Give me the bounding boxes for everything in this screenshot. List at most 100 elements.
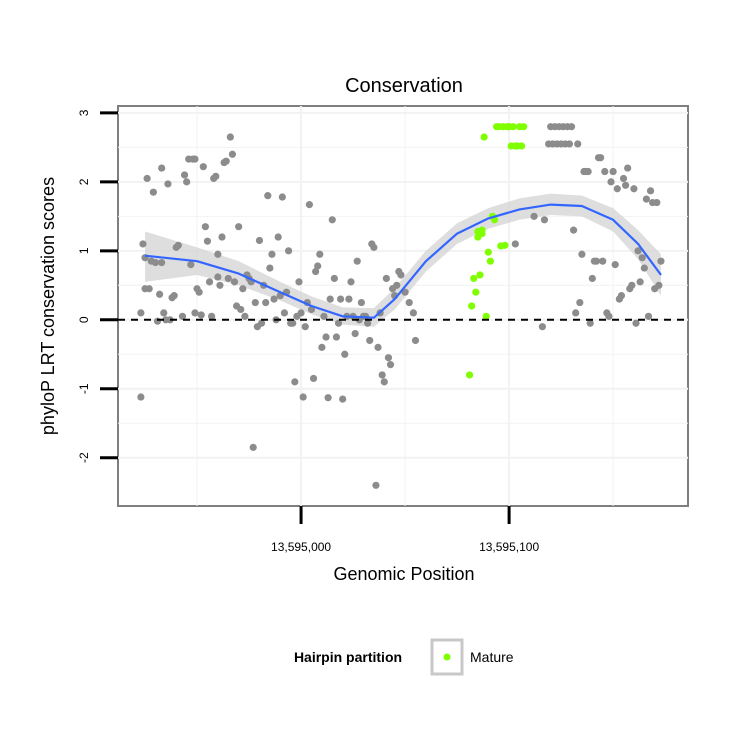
confidence-band [145,193,661,327]
data-point [228,150,237,158]
y-tick-label: -2 [77,452,91,463]
data-point [586,319,594,327]
data-point [295,278,303,286]
smooth-curve [144,203,662,319]
data-point [251,298,259,307]
data-point [370,243,378,251]
data-point [222,157,230,165]
data-point [609,167,617,176]
data-point [153,317,162,325]
data-point [411,336,420,345]
data-point [605,312,613,320]
data-point [309,374,318,383]
mature-point [474,233,482,241]
data-point [237,305,245,314]
mature-point [486,257,494,265]
legend-key [430,638,464,676]
data-point [235,223,243,231]
data-point [636,278,644,286]
data-point [578,250,586,258]
data-point [628,281,636,289]
data-point [170,292,178,300]
y-tick-label: 1 [77,247,91,254]
data-point [569,226,578,234]
data-point [257,319,266,327]
data-point [214,273,222,281]
data-point [655,281,663,289]
smooth-fit-line [144,203,662,319]
data-point [320,312,328,320]
data-point [266,264,274,272]
data-points [137,123,665,489]
mature-point [484,248,492,256]
x-axis-title: Genomic Position [333,564,474,584]
data-point [511,240,519,248]
data-point [160,309,168,317]
x-tick-label: 13,595,100 [479,540,539,554]
data-point [305,201,313,209]
data-point [137,393,145,401]
data-point [137,309,145,317]
data-point [183,178,191,186]
data-point [270,295,278,303]
data-point [339,395,347,403]
y-tick-label: 0 [77,316,91,323]
data-point [139,240,147,248]
legend-title: Hairpin partition [294,649,402,665]
mature-point [501,241,509,249]
data-point [326,295,334,303]
mature-point [476,271,484,279]
data-point [374,343,382,351]
data-point [378,371,386,379]
data-point [621,181,630,189]
mature-point [520,123,528,131]
data-point [291,378,299,386]
data-point [262,298,270,307]
data-point [330,274,338,283]
data-point [208,312,216,320]
data-point [301,323,309,331]
data-point [353,257,361,265]
data-point [145,285,153,293]
data-point [322,333,330,341]
legend-mature-marker [443,653,451,661]
data-point [212,172,220,180]
data-point [372,481,380,489]
mature-point [517,142,526,150]
data-point [530,212,538,220]
data-point [174,241,182,249]
data-point [230,278,239,286]
data-point [151,258,160,267]
data-point [597,154,605,162]
data-point [274,233,282,241]
data-point [318,343,326,351]
data-point [224,274,232,283]
data-point [599,257,607,265]
data-point [540,216,549,224]
data-point [143,174,151,183]
data-point [197,311,205,319]
data-point [264,192,272,200]
chart-title: Conservation [345,75,463,97]
data-point [312,267,320,276]
y-axis-title: phyloP LRT conservation scores [38,177,58,435]
data-point [364,319,372,327]
data-point [191,155,199,163]
y-tick-label: 3 [77,109,91,116]
data-point [239,285,247,293]
data-point [611,261,619,269]
data-point [284,247,293,255]
data-point [341,350,349,358]
data-point [218,233,226,241]
data-point [324,394,332,402]
data-point [149,188,157,196]
data-point [195,288,203,296]
data-point [289,319,297,327]
y-tick-label: -1 [77,383,91,394]
data-point [380,378,388,386]
data-point [214,250,222,258]
data-point [299,393,307,401]
data-point [576,298,584,307]
data-point [345,295,353,303]
